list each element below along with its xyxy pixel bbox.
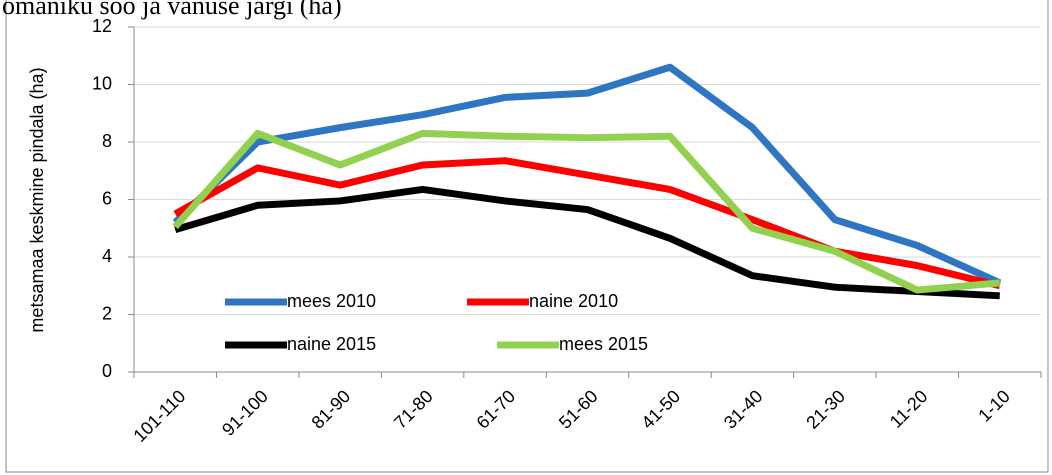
x-tick-label: 31-40 (720, 386, 767, 433)
series-line (172, 63, 1002, 287)
y-tick-label: 10 (92, 73, 112, 93)
series-line (173, 157, 1001, 290)
legend-label: mees 2010 (287, 291, 376, 311)
x-tick-label: 81-90 (308, 386, 355, 433)
x-tick-label: 41-50 (637, 386, 684, 433)
y-tick-label: 6 (102, 188, 112, 208)
x-tick-label: 91-100 (218, 386, 272, 440)
x-tick-label: 1-10 (974, 386, 1014, 426)
x-tick-label: 11-20 (886, 386, 932, 432)
x-tick-label: 71-80 (390, 386, 437, 433)
legend-label: naine 2010 (529, 291, 618, 311)
x-tick-label: 61-70 (473, 386, 520, 433)
y-tick-label: 8 (102, 131, 112, 151)
legend-label: mees 2015 (559, 334, 648, 354)
series-line (172, 129, 1001, 294)
x-tick-label: 101-110 (129, 386, 189, 446)
chart-title: omaniku soo ja vanuse järgi (ha) (2, 0, 342, 20)
legend-label: naine 2015 (287, 334, 376, 354)
y-tick-label: 4 (102, 246, 112, 266)
chart-border (5, 0, 1049, 473)
y-axis-label: metsamaa keskmine pindala (ha) (27, 67, 47, 332)
x-tick-label: 51-60 (555, 386, 602, 433)
y-tick-label: 12 (92, 16, 112, 36)
y-tick-label: 0 (102, 361, 112, 381)
y-tick-label: 2 (102, 303, 112, 323)
series-line (174, 185, 1000, 300)
x-tick-label: 21-30 (802, 386, 849, 433)
